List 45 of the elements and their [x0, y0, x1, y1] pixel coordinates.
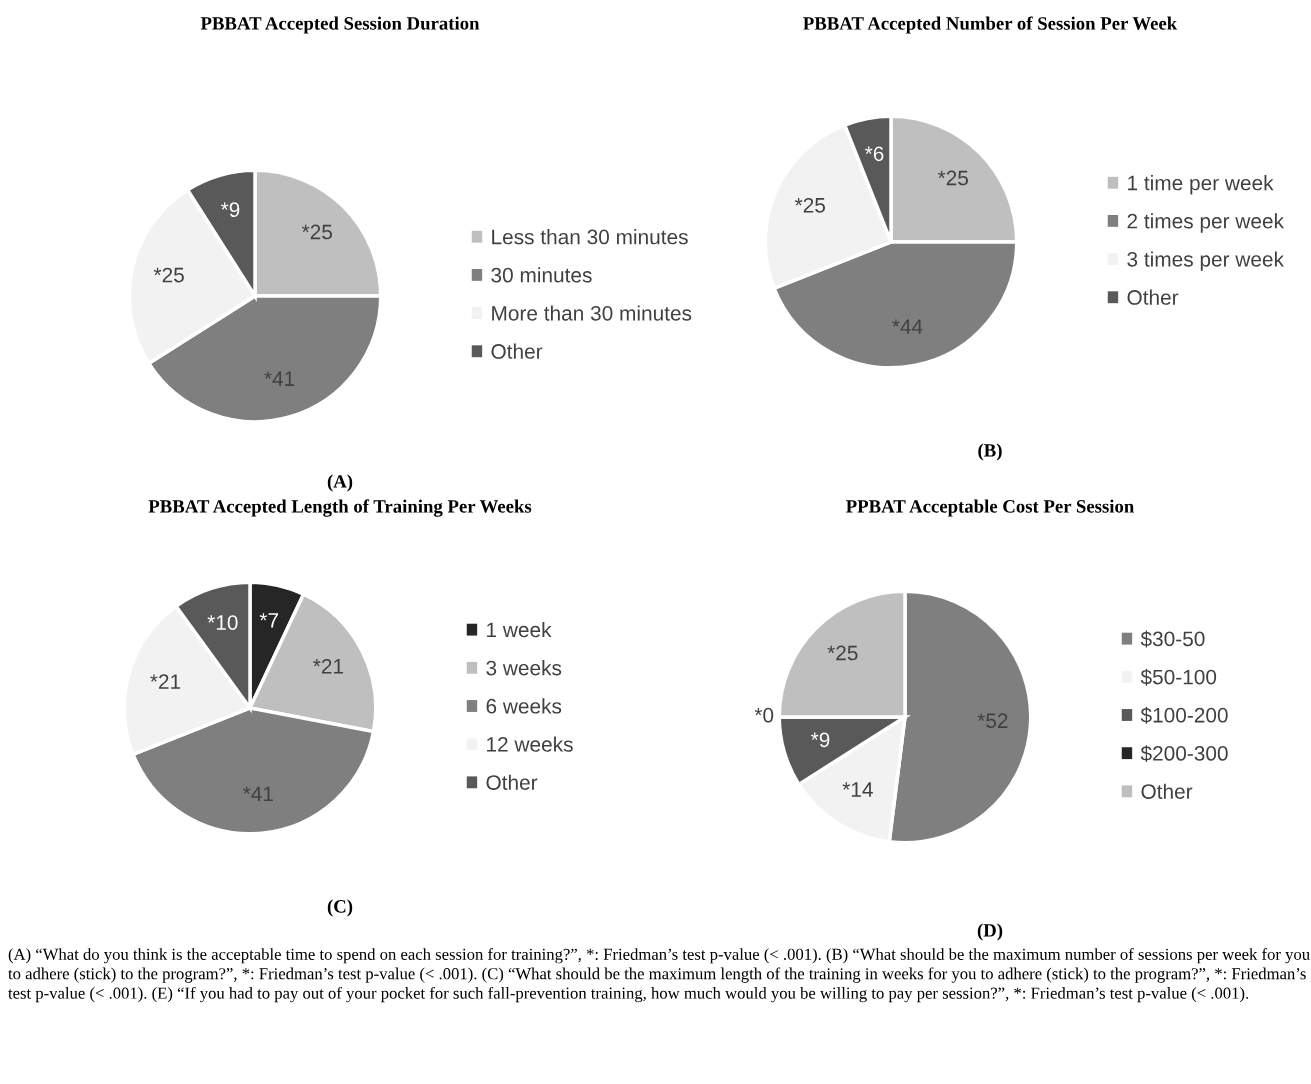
legend-label: 6 weeks	[486, 698, 562, 714]
data-label: *9	[220, 202, 240, 218]
legend-label: 12 weeks	[487, 736, 573, 752]
data-label: *25	[153, 267, 184, 283]
legend-label: 1 week	[487, 621, 552, 638]
chart-title: PPBAT Acceptable Cost Per Session	[846, 499, 1134, 517]
legend-label: 2 times per week	[1127, 213, 1284, 233]
data-label: *25	[794, 197, 825, 213]
legend-label: 3 times per week	[1127, 251, 1284, 271]
data-label: *10	[207, 615, 238, 630]
chart-title: PBBAT Accepted Number of Session Per Week	[803, 16, 1178, 34]
data-label: *41	[264, 371, 295, 386]
legend-label: Less than 30 minutes	[492, 229, 688, 245]
legend-label: $30-50	[1140, 630, 1205, 648]
data-label: *21	[150, 674, 181, 689]
data-label: *44	[892, 319, 923, 334]
chart-title: PBBAT Accepted Length of Training Per Weeks	[148, 499, 532, 517]
text: (A)	[327, 474, 353, 492]
legend-label: Other	[491, 343, 543, 359]
legend-label: More than 30 minutes	[492, 305, 692, 321]
legend-label: Other	[1141, 783, 1193, 799]
legend-label: Other	[486, 774, 538, 790]
data-label: *21	[313, 658, 344, 674]
data-label: *6	[865, 146, 884, 162]
legend-label: $200-300	[1140, 745, 1228, 762]
legend-label: 1 time per week	[1128, 175, 1274, 195]
text: (C)	[327, 899, 353, 917]
data-label: *52	[977, 713, 1008, 729]
data-label: *25	[301, 224, 332, 240]
text: (D)	[977, 923, 1003, 941]
legend-label: 3 weeks	[486, 660, 562, 676]
chart-title: PBBAT Accepted Session Duration	[200, 16, 480, 34]
text: *0	[754, 707, 774, 723]
legend-label: $100-200	[1140, 706, 1228, 724]
data-label: *41	[242, 786, 273, 801]
data-label: *9	[810, 732, 830, 748]
legend-label: 30 minutes	[491, 267, 592, 283]
legend-label: Other	[1127, 289, 1179, 305]
data-label: *7	[259, 613, 278, 628]
legend-label: $50-100	[1140, 668, 1217, 686]
data-label: *25	[827, 645, 858, 661]
text: (A) “What do you think is the acceptable time to spend on each session for training?”, *: Friedman’s test p-value (< .001). (B) “What should be the maximum number of sessions per week for you to adhere (stick) to the program?”, *: Friedman’s test p-value (< .001). (C) “What should be the maximum length of the training in weeks for you to adhere (stick) to the program?”, *: Friedman’s test p-value (< .001). (E) “If you had to pay out of your pocket for such fall-prevention training, how much would you be willing to pay per session?”, *: Friedman’s test p-value (< .001).	[8, 948, 1310, 1003]
text: (B)	[978, 443, 1002, 461]
data-label: *14	[842, 782, 873, 797]
data-label: *25	[937, 170, 968, 186]
